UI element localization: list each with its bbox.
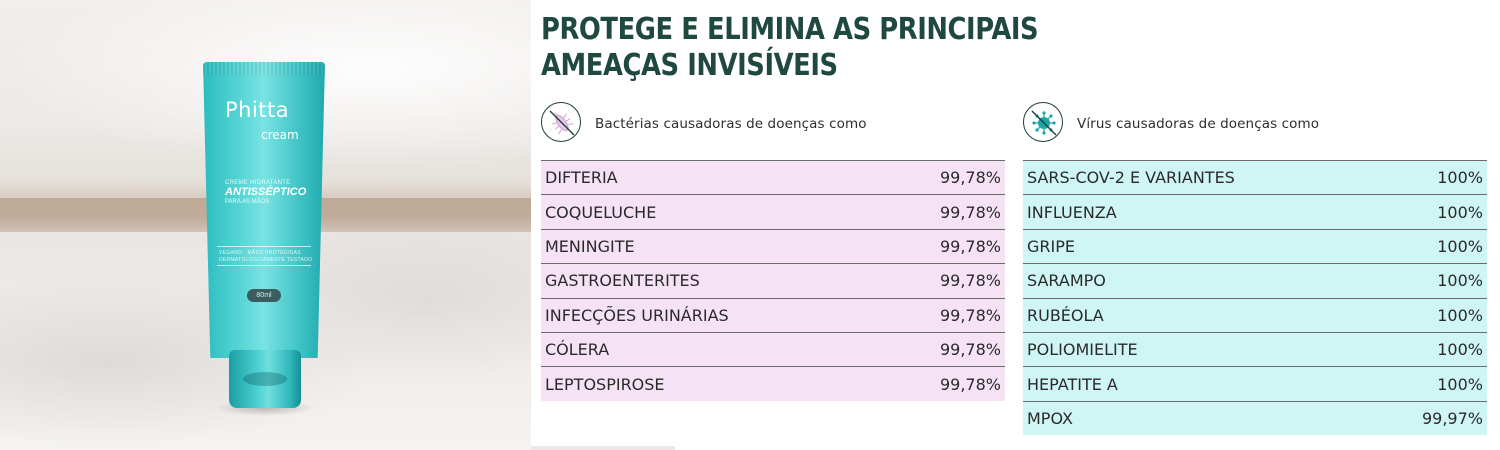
row-name: SARAMPO: [1027, 271, 1106, 291]
row-name: LEPTOSPIROSE: [545, 374, 665, 394]
tube-tags2: DERMATOLOGICAMENTE TESTADO: [219, 257, 313, 263]
tube-cap: [229, 350, 301, 408]
page-title-line1: PROTEGE E ELIMINA AS PRINCIPAIS: [541, 12, 1039, 47]
table-row: LEPTOSPIROSE 99,78%: [541, 367, 1005, 400]
virus-column: Vírus causadoras de doenças como SARS-CO…: [1023, 100, 1487, 436]
photo-strip: [531, 446, 675, 450]
table-row: HEPATITE A 100%: [1023, 367, 1487, 402]
tube-brand-sub: cream: [261, 128, 299, 142]
row-value: 100%: [1437, 202, 1483, 222]
row-name: HEPATITE A: [1027, 374, 1118, 394]
table-row: MPOX 99,97%: [1023, 402, 1487, 435]
virus-header: Vírus causadoras de doenças como: [1023, 100, 1487, 148]
virus-table: SARS-COV-2 E VARIANTES 100% INFLUENZA 100%…: [1023, 160, 1487, 436]
row-value: 100%: [1437, 374, 1483, 394]
row-value: 100%: [1437, 236, 1483, 256]
table-row: GRIPE 100%: [1023, 230, 1487, 265]
virus-label: Vírus causadoras de doenças como: [1077, 116, 1320, 132]
row-name: RUBÉOLA: [1027, 305, 1104, 325]
table-row: POLIOMIELITE 100%: [1023, 333, 1487, 368]
tube-line3: PARA AS MÃOS: [225, 199, 270, 205]
row-name: DIFTERIA: [545, 168, 618, 188]
row-value: 100%: [1437, 168, 1483, 188]
table-row: CÓLERA 99,78%: [541, 333, 1005, 368]
table-row: SARS-COV-2 E VARIANTES 100%: [1023, 161, 1487, 196]
tube-line2: ANTISSÉPTICO: [225, 186, 307, 198]
row-value: 100%: [1437, 305, 1483, 325]
cream-tube: Phitta cream CREME HIDRATANTE ANTISSÉPTI…: [203, 62, 325, 358]
table-row: GASTROENTERITES 99,78%: [541, 264, 1005, 299]
row-name: GRIPE: [1027, 236, 1075, 256]
bacteria-label: Bactérias causadoras de doenças como: [595, 116, 867, 132]
page-title: PROTEGE E ELIMINA AS PRINCIPAIS AMEAÇAS …: [541, 12, 1039, 84]
row-value: 100%: [1437, 340, 1483, 360]
row-name: INFLUENZA: [1027, 202, 1117, 222]
tube-divider: [217, 246, 311, 247]
row-value: 99,78%: [939, 305, 1001, 325]
tube-tags1: VEGANO · MÃOS PROTEGIDAS: [219, 250, 301, 256]
table-row: RUBÉOLA 100%: [1023, 299, 1487, 333]
table-row: COQUELUCHE 99,78%: [541, 195, 1005, 230]
row-name: SARS-COV-2 E VARIANTES: [1027, 168, 1235, 188]
bacteria-column: Bactérias causadoras de doenças como DIF…: [541, 100, 1005, 401]
row-value: 99,78%: [939, 271, 1001, 291]
tube-crimp: [203, 62, 325, 76]
row-value: 99,78%: [939, 374, 1001, 394]
row-value: 99,78%: [939, 340, 1001, 360]
product-photo: Phitta cream CREME HIDRATANTE ANTISSÉPTI…: [0, 0, 531, 450]
row-value: 99,78%: [939, 168, 1001, 188]
tube-volume: 80ml: [247, 289, 281, 302]
row-value: 99,78%: [939, 202, 1001, 222]
row-name: GASTROENTERITES: [545, 271, 700, 291]
table-row: MENINGITE 99,78%: [541, 230, 1005, 265]
tube-brand: Phitta: [225, 98, 290, 122]
tube-line1: CREME HIDRATANTE: [225, 180, 291, 186]
row-name: MPOX: [1027, 408, 1073, 428]
row-name: COQUELUCHE: [545, 202, 657, 222]
bacteria-table: DIFTERIA 99,78% COQUELUCHE 99,78% MENINGIT…: [541, 160, 1005, 401]
table-row: SARAMPO 100%: [1023, 264, 1487, 299]
table-row: INFECÇÕES URINÁRIAS 99,78%: [541, 299, 1005, 333]
table-row: DIFTERIA 99,78%: [541, 161, 1005, 196]
row-value: 99,78%: [939, 236, 1001, 256]
row-value: 99,97%: [1421, 408, 1483, 428]
cap-rim: [243, 372, 287, 386]
row-name: POLIOMIELITE: [1027, 340, 1138, 360]
tube-divider: [217, 265, 311, 266]
virus-crossed-icon: [1023, 102, 1063, 142]
row-name: CÓLERA: [545, 340, 610, 360]
table-row: INFLUENZA 100%: [1023, 195, 1487, 230]
bacteria-header: Bactérias causadoras de doenças como: [541, 100, 1005, 148]
row-name: MENINGITE: [545, 236, 635, 256]
row-name: INFECÇÕES URINÁRIAS: [545, 305, 729, 325]
row-value: 100%: [1437, 271, 1483, 291]
bacteria-crossed-icon: [541, 102, 581, 142]
page-title-line2: AMEAÇAS INVISÍVEIS: [541, 48, 838, 83]
